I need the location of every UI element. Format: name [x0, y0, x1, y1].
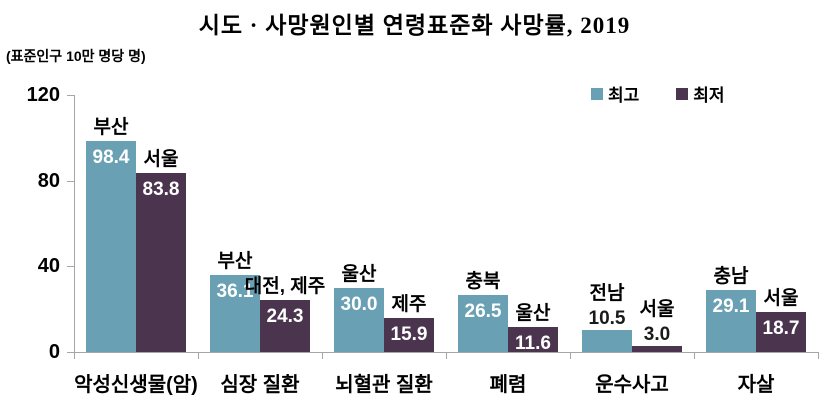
- legend-item-low: 최저: [676, 81, 725, 106]
- x-tick-mark: [198, 352, 199, 359]
- region-label: 서울: [763, 287, 799, 309]
- region-label: 제주: [391, 293, 427, 315]
- bar-high: [210, 274, 260, 352]
- category-label: 악성신생물(암): [74, 374, 198, 396]
- legend-label-high: 최고: [608, 86, 640, 105]
- legend-item-high: 최고: [591, 81, 639, 106]
- bar-high: [458, 295, 508, 352]
- bar-high: [706, 289, 756, 352]
- bar-low: [508, 327, 558, 352]
- value-label: 29.1: [712, 295, 750, 317]
- value-label: 24.3: [266, 305, 304, 327]
- bar-low: [632, 345, 682, 352]
- region-label: 전남: [589, 282, 625, 304]
- region-label: 부산: [217, 250, 253, 272]
- bar-low: [260, 299, 310, 352]
- category-label: 폐렴: [489, 374, 527, 396]
- y-tick-mark: [67, 180, 74, 182]
- region-label: 울산: [515, 303, 551, 325]
- bar-low: [756, 311, 806, 352]
- value-label: 15.9: [390, 323, 428, 345]
- value-label: 18.7: [762, 317, 800, 339]
- legend-swatch-low-icon: [676, 87, 689, 100]
- bar-high: [582, 329, 632, 352]
- value-label: 26.5: [464, 301, 502, 323]
- bar-high: [86, 141, 136, 352]
- value-label: 11.6: [515, 333, 551, 355]
- category-label: 운수사고: [595, 374, 669, 396]
- y-tick-mark: [67, 95, 74, 96]
- x-axis-line: [67, 352, 818, 353]
- legend-label-low: 최저: [693, 86, 725, 105]
- value-label: 83.8: [142, 178, 180, 200]
- chart-title: 시도 · 사망원인별 연령표준화 사망률, 2019: [198, 13, 631, 38]
- x-tick-mark: [322, 352, 323, 359]
- region-label: 부산: [93, 117, 129, 139]
- value-label: 3.0: [643, 323, 671, 345]
- category-label: 뇌혈관 질환: [335, 374, 433, 396]
- y-axis-line: [74, 95, 75, 358]
- bar-low: [136, 172, 186, 352]
- y-tick-label: 40: [37, 255, 60, 278]
- y-tick-label: 80: [37, 169, 60, 192]
- y-tick-label: 120: [26, 84, 60, 106]
- region-label: 서울: [143, 148, 179, 170]
- unit-label: (표준인구 10만 명당 명): [6, 48, 146, 64]
- value-label: 98.4: [92, 147, 130, 169]
- legend-swatch-high-icon: [591, 87, 603, 100]
- x-tick-mark: [694, 352, 695, 359]
- x-tick-mark: [446, 352, 447, 359]
- category-label: 자살: [737, 374, 775, 396]
- category-label: 심장 질환: [220, 374, 300, 396]
- region-label: 충남: [713, 265, 749, 287]
- y-tick-mark: [67, 266, 74, 268]
- x-tick-mark: [818, 352, 819, 359]
- bar-low: [384, 317, 434, 352]
- region-label: 대전, 제주: [244, 275, 326, 297]
- legend: 최고 최저: [591, 81, 725, 106]
- value-label: 36.1: [216, 280, 254, 302]
- x-tick-mark: [74, 352, 75, 359]
- y-tick-label: 0: [48, 341, 60, 363]
- bar-high: [334, 287, 384, 352]
- region-label: 서울: [639, 298, 675, 320]
- value-label: 30.0: [340, 293, 378, 315]
- value-label: 10.5: [588, 307, 626, 329]
- x-tick-mark: [570, 352, 571, 359]
- region-label: 울산: [341, 263, 377, 285]
- region-label: 충북: [465, 271, 501, 293]
